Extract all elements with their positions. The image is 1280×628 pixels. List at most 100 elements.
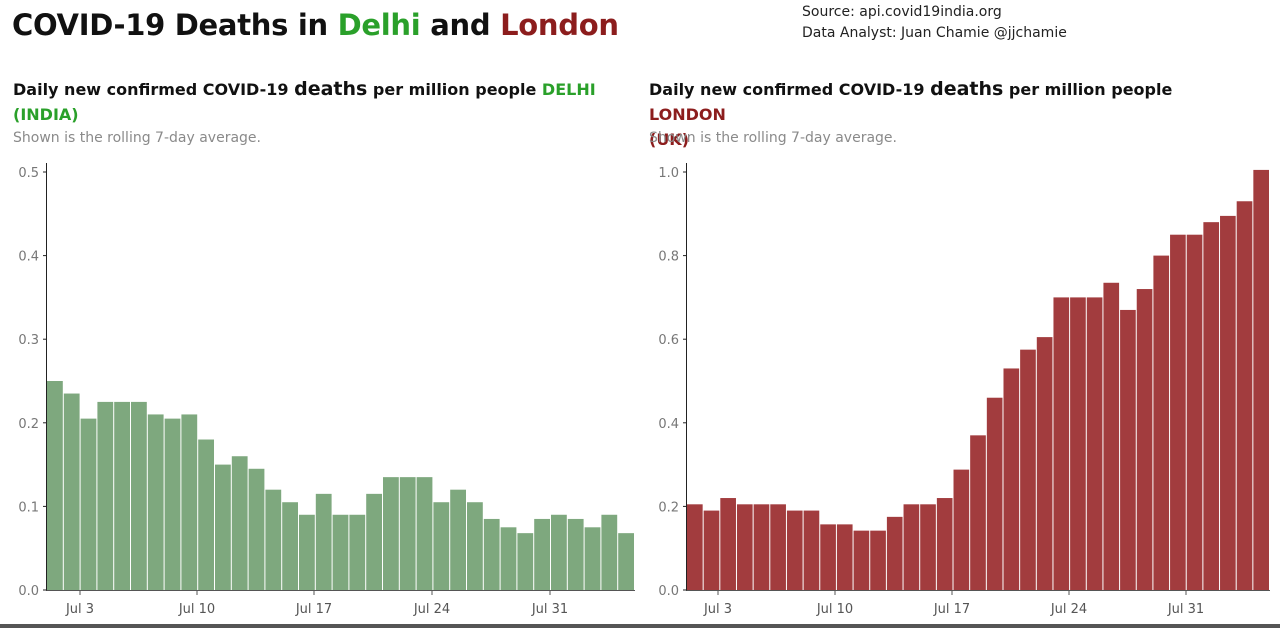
delhi-x-tick-label: Jul 10 [178,602,215,617]
delhi-bar [551,514,567,590]
london-bar [1186,234,1203,590]
london-bar [1120,309,1136,590]
delhi-bar [618,533,634,590]
title-city-london: London [500,8,619,42]
source-text: Source: api.covid19india.org [802,4,1002,20]
delhi-y-tick-label: 0.3 [18,333,39,348]
london-region: LONDON [649,105,726,124]
delhi-title-b: per million people [367,80,542,99]
delhi-bar [282,502,298,590]
london-bar [920,504,936,590]
delhi-chart-title: Daily new confirmed COVID-19 deaths per … [13,77,613,127]
delhi-bar [47,381,63,590]
delhi-x-tick-label: Jul 17 [295,602,332,617]
london-bar [1070,297,1086,590]
london-bar [786,510,803,590]
delhi-country: (INDIA) [13,105,79,124]
london-y-tick-label: 0.6 [658,333,679,348]
delhi-bar [198,439,214,590]
delhi-region: DELHI [541,80,596,99]
london-bar [903,504,920,590]
london-bar [1153,255,1170,590]
delhi-bar [483,518,500,590]
delhi-bar [248,468,265,590]
london-bar [1203,222,1220,590]
delhi-bar [433,502,450,590]
london-bar [870,530,886,590]
london-bar [1053,297,1070,590]
london-bar [1236,201,1253,590]
london-bar [970,435,986,590]
london-bar [1103,282,1120,590]
london-subtitle: Shown is the rolling 7-day average. [649,130,897,146]
london-bar [953,469,970,590]
delhi-bar [567,518,584,590]
delhi-bar [164,418,181,590]
london-x-tick-label: Jul 10 [816,602,853,617]
london-bar [853,530,870,590]
london-bar [986,397,1003,590]
delhi-bar [450,489,466,590]
delhi-bar [299,514,315,590]
london-bar [1253,169,1269,590]
source-block: Source: api.covid19india.org Data Analys… [802,2,1067,44]
delhi-y-tick-label: 0.2 [18,417,39,432]
london-x-tick-label: Jul 31 [1167,602,1204,617]
london-bar [1020,349,1036,590]
delhi-bar [383,477,399,590]
london-bar [1036,337,1053,590]
london-bar [820,524,836,590]
london-chart-title: Daily new confirmed COVID-19 deaths per … [649,77,1249,152]
london-bar [1136,289,1153,590]
delhi-y-tick-label: 0.5 [18,166,39,181]
delhi-x-tick-label: Jul 3 [65,602,94,617]
delhi-bar [366,493,382,590]
delhi-y-tick-label: 0.0 [18,584,39,599]
delhi-bar [517,533,534,590]
london-title-a: Daily new confirmed COVID-19 [649,80,931,99]
london-x-tick-label: Jul 17 [933,602,970,617]
london-bar [753,504,770,590]
london-y-tick-label: 0.2 [658,500,679,515]
delhi-bar [231,456,248,590]
delhi-bar [147,414,164,590]
title-city-delhi: Delhi [337,8,421,42]
delhi-y-tick-label: 0.4 [18,250,39,265]
title-prefix: COVID-19 Deaths in [12,8,338,42]
delhi-bar [114,401,130,590]
delhi-y-tick-label: 0.1 [18,500,39,515]
delhi-x-tick-label: Jul 24 [413,602,450,617]
delhi-bar [332,514,349,590]
london-bar [1170,234,1186,590]
delhi-bar [500,527,517,590]
delhi-bar [215,464,231,590]
delhi-bar [315,493,332,590]
london-bar [703,510,720,590]
delhi-bar [265,489,282,590]
delhi-bar [467,502,483,590]
london-bar [1003,368,1020,590]
delhi-bar [416,477,433,590]
delhi-bar [534,518,550,590]
london-title-b: per million people [1003,80,1173,99]
title-joiner: and [420,8,501,42]
london-bar [1086,297,1103,590]
analyst-text: Data Analyst: Juan Chamie @jjchamie [802,25,1067,41]
delhi-bar [399,477,416,590]
london-bar [720,498,736,590]
london-y-tick-label: 1.0 [658,166,679,181]
london-y-tick-label: 0.0 [658,584,679,599]
london-bar [736,504,753,590]
delhi-bar [349,514,366,590]
delhi-bar [584,527,601,590]
delhi-bar [181,414,198,590]
delhi-title-big: deaths [294,78,368,100]
london-bar [936,498,953,590]
delhi-bar [601,514,618,590]
delhi-bar [80,418,97,590]
london-bar [836,524,853,590]
london-x-tick-label: Jul 24 [1050,602,1087,617]
delhi-subtitle: Shown is the rolling 7-day average. [13,130,261,146]
london-country: (UK) [649,130,690,149]
